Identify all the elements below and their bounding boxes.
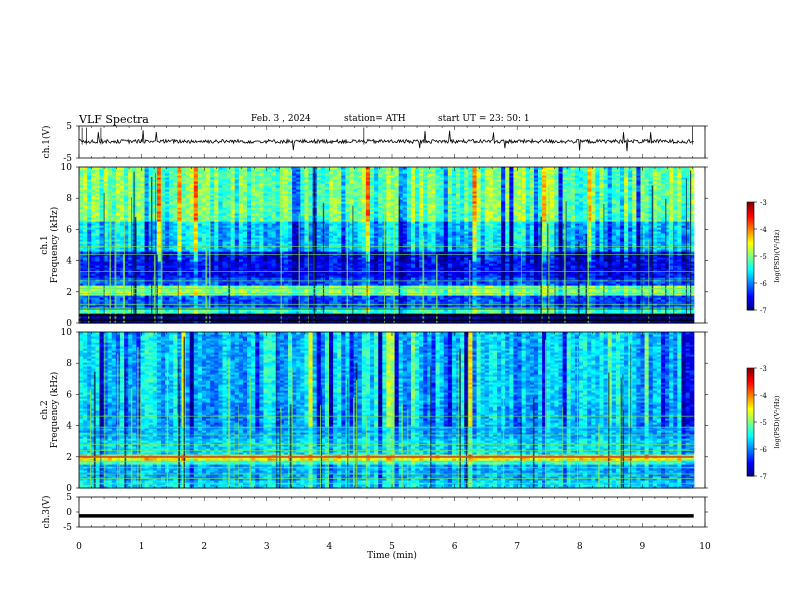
vlf-spectra-figure: -3-4-5-6-7log(PSD)(V²/Hz)-3-4-5-6-7log(P… (0, 0, 792, 612)
ch1-spectrogram (79, 167, 694, 324)
